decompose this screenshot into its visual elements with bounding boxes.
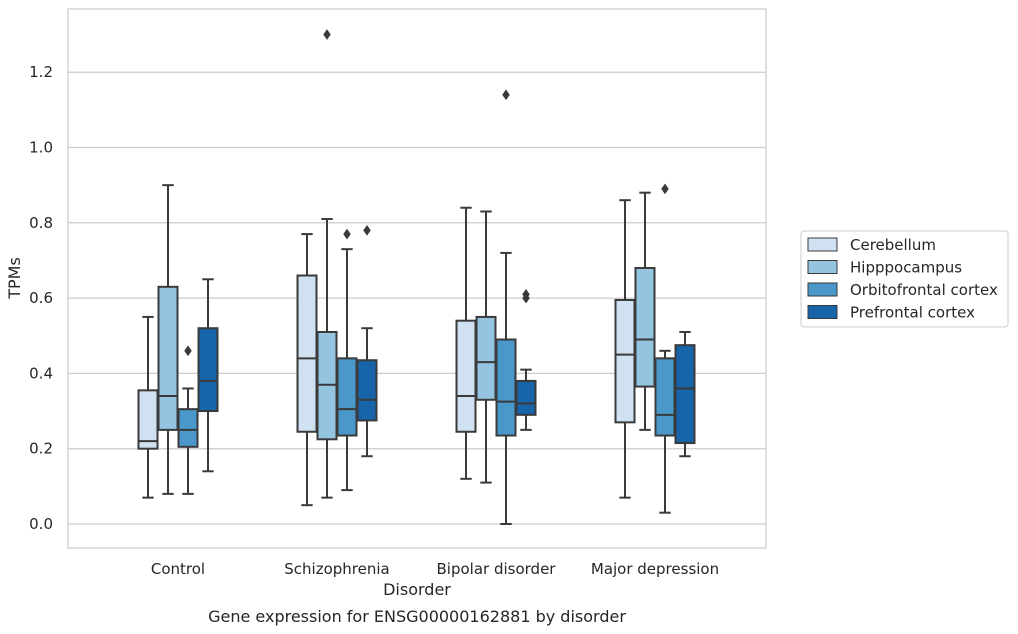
box-cerebellum <box>614 199 636 499</box>
outlier-point <box>323 29 331 40</box>
outlier-point <box>184 345 192 357</box>
legend: Cerebellum Hipppocampus Orbitofrontal cort… <box>800 230 1009 328</box>
box-body <box>356 359 378 422</box>
x-tick-labels: Control Schizophrenia Bipolar disorder Majo… <box>151 560 719 578</box>
y-tick-label: 1.2 <box>29 63 53 81</box>
x-tick-label: Control <box>151 560 205 578</box>
legend-swatch <box>807 237 838 252</box>
box-body <box>634 266 656 388</box>
outlier-point <box>661 183 669 195</box>
box-body <box>614 298 636 424</box>
box-body <box>455 319 477 433</box>
plot-area <box>67 8 767 549</box>
legend-swatch <box>807 282 838 297</box>
box-cerebellum <box>455 206 477 480</box>
outlier-point <box>522 288 530 300</box>
box-body <box>475 315 497 401</box>
outlier-point <box>343 228 351 240</box>
x-axis-title: Disorder <box>383 580 451 599</box>
box-hipppocampus <box>316 29 338 499</box>
y-tick-labels: 0.0 0.2 0.4 0.6 0.8 1.0 1.2 <box>29 63 53 533</box>
x-tick-label: Major depression <box>591 560 719 578</box>
box-prefrontal-cortex <box>674 330 696 458</box>
x-tick-label: Bipolar disorder <box>437 560 557 578</box>
legend-frame <box>800 230 1009 328</box>
box-body <box>157 285 179 431</box>
legend-swatch <box>807 260 838 274</box>
box-prefrontal-cortex <box>356 224 378 458</box>
box-body <box>336 357 358 437</box>
y-tick-label: 0.8 <box>29 214 53 232</box>
box-body <box>674 344 696 445</box>
outlier-point <box>502 89 510 101</box>
box-groups <box>137 29 696 525</box>
box-body <box>654 357 676 437</box>
chart-caption: Gene expression for ENSG00000162881 by d… <box>208 607 626 626</box>
box-hipppocampus <box>634 191 656 431</box>
box-orbitofrontal-cortex <box>495 89 517 525</box>
y-tick-label: 1.0 <box>29 139 53 157</box>
box-body <box>495 338 517 437</box>
box-hipppocampus <box>157 184 179 495</box>
x-tick-label: Schizophrenia <box>284 560 389 578</box>
legend-label: Hipppocampus <box>850 259 962 277</box>
box-prefrontal-cortex <box>515 288 537 431</box>
box-cerebellum <box>296 233 318 507</box>
box-body <box>137 389 159 450</box>
box-body <box>296 274 318 433</box>
box-body <box>197 327 219 413</box>
outlier-point <box>363 224 371 236</box>
legend-label: Prefrontal cortex <box>850 304 975 322</box>
box-prefrontal-cortex <box>197 278 219 473</box>
y-tick-label: 0.0 <box>29 515 53 533</box>
box-cerebellum <box>137 315 159 499</box>
legend-label: Cerebellum <box>850 236 936 254</box>
legend-label: Orbitofrontal cortex <box>850 281 998 299</box>
legend-swatch <box>807 305 838 319</box>
box-body <box>515 379 537 416</box>
y-tick-label: 0.4 <box>29 364 53 382</box>
y-axis-title: TPMs <box>5 257 24 300</box>
gridlines <box>68 71 766 525</box>
y-tick-label: 0.6 <box>29 289 53 307</box>
box-body <box>177 408 199 448</box>
box-orbitofrontal-cortex <box>177 345 199 495</box>
y-tick-label: 0.2 <box>29 440 53 458</box>
